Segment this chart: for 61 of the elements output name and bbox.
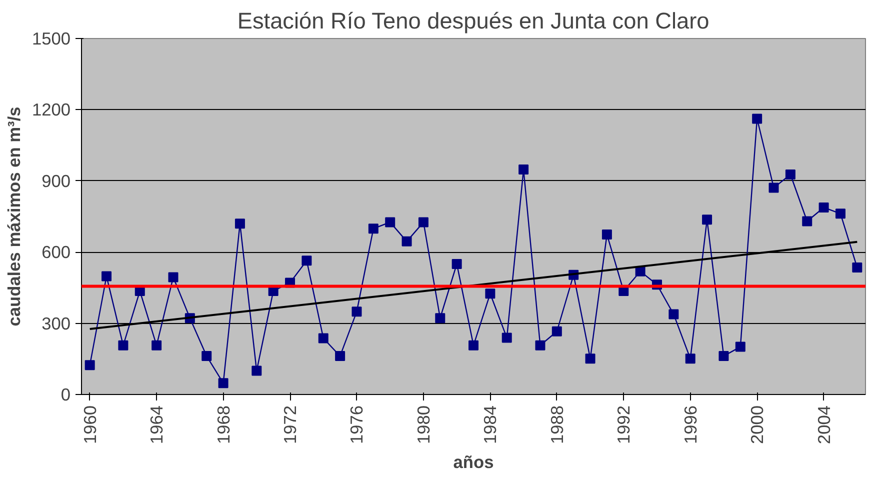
x-tick-label: 1992 (614, 405, 634, 444)
point (668, 309, 679, 320)
point (402, 236, 412, 246)
point (585, 354, 596, 364)
point (118, 340, 128, 350)
point (302, 256, 312, 266)
y-tick-label: 1500 (32, 28, 71, 48)
y-tick-label: 300 (42, 313, 71, 334)
x-tick-label: 1988 (546, 405, 567, 444)
point (368, 224, 378, 234)
point (468, 340, 478, 350)
y-tick-label: 600 (42, 242, 71, 262)
point (852, 262, 862, 273)
y-axis-title: caudales máximos en m³/s (4, 106, 24, 326)
point (718, 351, 729, 362)
point (168, 272, 178, 282)
point (485, 288, 496, 299)
point (152, 340, 162, 350)
point (218, 378, 228, 388)
point (702, 214, 712, 225)
point (318, 333, 328, 344)
point (352, 306, 362, 317)
y-tick-label: 0 (60, 384, 71, 404)
point (418, 217, 428, 228)
x-tick-label: 1984 (480, 405, 500, 444)
point (84, 360, 95, 370)
point (818, 202, 829, 212)
point (835, 208, 846, 219)
point (385, 217, 396, 228)
point (234, 218, 245, 229)
x-tick-label: 1996 (680, 405, 700, 444)
point (685, 354, 696, 364)
point (752, 114, 762, 124)
y-tick-label: 900 (42, 170, 71, 191)
point (518, 164, 529, 175)
point (535, 340, 546, 350)
y-tick-label: 1200 (32, 100, 71, 120)
point (252, 366, 262, 376)
point (335, 351, 346, 362)
point (502, 332, 512, 343)
point (802, 216, 812, 226)
point (552, 326, 562, 336)
x-tick-label: 2004 (814, 405, 834, 444)
x-tick-label: 1964 (146, 405, 167, 444)
point (452, 258, 462, 269)
x-tick-label: 1980 (413, 405, 434, 444)
point (635, 266, 646, 276)
point (102, 271, 112, 282)
point (435, 313, 446, 324)
x-tick-label: 2000 (747, 405, 768, 444)
point (202, 351, 212, 362)
x-tick-label: 1976 (346, 405, 367, 444)
chart-title: Estación Río Teno después en Junta con Claro (237, 8, 710, 34)
x-tick-label: 1972 (280, 405, 300, 444)
x-tick-label: 1968 (213, 405, 234, 444)
point (785, 169, 796, 180)
point (735, 342, 746, 352)
point (602, 230, 612, 240)
x-tick-label: 1960 (80, 405, 100, 444)
point (768, 182, 779, 193)
x-axis-title: años (453, 452, 494, 472)
